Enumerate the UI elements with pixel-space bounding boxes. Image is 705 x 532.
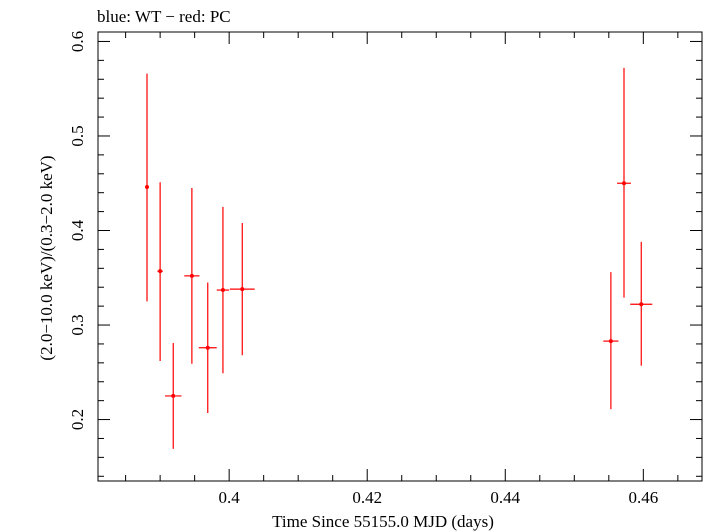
x-tick-label: 0.46 xyxy=(628,488,658,507)
x-tick-label: 0.44 xyxy=(490,488,520,507)
y-tick-label: 0.4 xyxy=(68,219,87,241)
data-point xyxy=(630,241,653,366)
data-point xyxy=(216,206,230,374)
y-tick-label: 0.5 xyxy=(68,125,87,146)
data-point xyxy=(164,342,182,449)
data-point xyxy=(145,73,150,302)
data-point xyxy=(184,187,200,364)
data-point xyxy=(229,222,255,356)
point-marker xyxy=(171,393,176,398)
y-tick-label: 0.3 xyxy=(68,314,87,335)
point-marker xyxy=(639,302,644,307)
data-point xyxy=(198,282,217,413)
point-marker xyxy=(240,287,245,292)
point-marker xyxy=(158,269,163,274)
y-tick-label: 0.6 xyxy=(68,31,87,52)
point-marker xyxy=(205,345,210,350)
y-axis: 0.2 0.3 0.4 0.5 0.6 xyxy=(68,31,702,477)
x-tick-label: 0.42 xyxy=(352,488,382,507)
y-axis-label: (2.0−10.0 keV)/(0.3−2.0 keV) xyxy=(37,155,56,360)
data-series-pc xyxy=(145,67,653,449)
point-marker xyxy=(621,181,626,186)
x-axis-label: Time Since 55155.0 MJD (days) xyxy=(272,512,494,531)
chart-header: blue: WT − red: PC xyxy=(97,7,231,26)
data-point xyxy=(603,272,619,410)
point-marker xyxy=(145,185,150,190)
point-marker xyxy=(189,273,194,278)
y-tick-label: 0.2 xyxy=(68,409,87,430)
x-axis: 0.4 0.42 0.44 0.46 xyxy=(125,32,679,507)
plot-frame xyxy=(97,31,703,482)
data-point xyxy=(157,182,163,361)
point-marker xyxy=(608,339,613,344)
data-point xyxy=(617,67,631,298)
point-marker xyxy=(220,288,225,293)
x-tick-label: 0.4 xyxy=(219,488,241,507)
